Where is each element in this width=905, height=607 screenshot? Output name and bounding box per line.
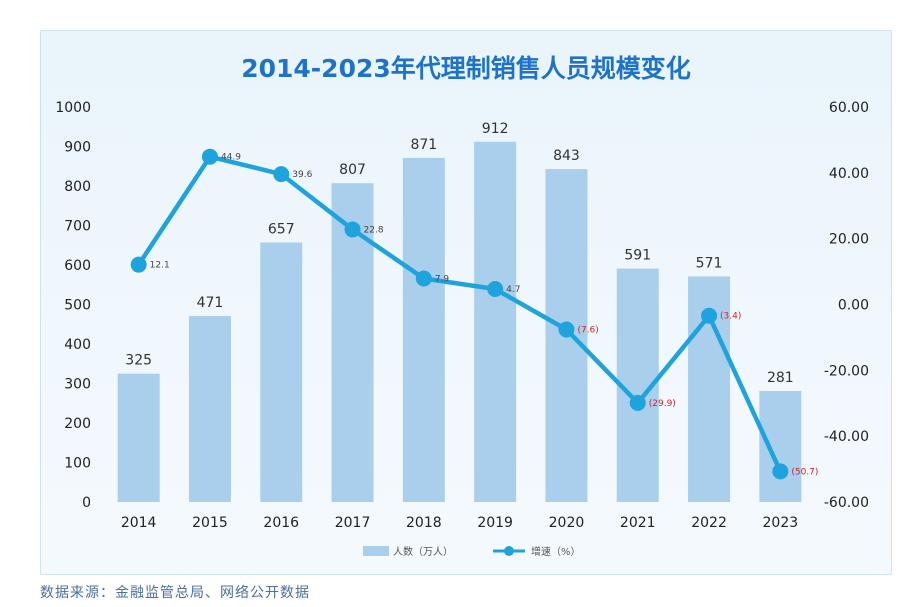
y-right-tick-label: -20.00: [824, 363, 869, 379]
y-right-tick-label: 0.00: [838, 298, 869, 314]
bar-value-label: 325: [125, 353, 152, 369]
legend-swatch-bar: [363, 546, 389, 556]
bar: [117, 373, 160, 502]
x-tick-label: 2016: [263, 515, 299, 531]
growth-value-label: (7.6): [577, 326, 598, 336]
bar-value-label: 591: [624, 248, 651, 264]
growth-point: [701, 307, 718, 324]
chart-title: 2014-2023年代理制销售人员规模变化: [241, 54, 691, 83]
growth-point: [772, 463, 789, 480]
y-left-tick-label: 1000: [55, 100, 91, 116]
legend-label-line: 增速（%）: [531, 545, 581, 558]
growth-value-label: (3.4): [720, 312, 741, 322]
bar-value-label: 657: [268, 221, 295, 237]
bar: [402, 157, 445, 502]
y-left-tick-label: 500: [64, 298, 91, 314]
x-tick-label: 2022: [691, 515, 727, 531]
y-right-tick-label: 60.00: [829, 100, 869, 116]
bar: [260, 242, 303, 503]
y-left-tick-label: 400: [64, 337, 91, 353]
y-left-tick-label: 200: [64, 416, 91, 432]
bar: [188, 315, 231, 502]
x-tick-label: 2015: [192, 515, 228, 531]
growth-point: [629, 394, 646, 411]
bar-value-label: 912: [482, 121, 509, 137]
bar-value-label: 843: [553, 148, 580, 164]
bar-value-label: 471: [197, 295, 224, 311]
y-left-tick-label: 100: [64, 456, 91, 472]
legend-label-bar: 人数（万人）: [393, 545, 453, 558]
bar-value-label: 281: [767, 370, 794, 386]
chart-frame: 2014-2023年代理制销售人员规模变化 0 100 200 300 400 500 600…: [40, 30, 892, 575]
y-right-tick-label: -40.00: [824, 429, 869, 445]
growth-point: [130, 256, 147, 273]
growth-point: [415, 270, 432, 287]
x-tick-label: 2018: [406, 515, 442, 531]
y-left-tick-label: 800: [64, 179, 91, 195]
growth-point: [201, 148, 218, 165]
y-left-tick-label: 700: [64, 219, 91, 235]
growth-value-label: 12.1: [150, 261, 170, 271]
growth-value-label: 4.7: [506, 285, 520, 295]
growth-value-label: 44.9: [221, 153, 241, 163]
growth-point: [344, 221, 361, 238]
x-tick-label: 2017: [335, 515, 371, 531]
growth-point: [558, 321, 575, 338]
y-right-tick-label: -60.00: [824, 495, 869, 511]
growth-value-label: (50.7): [791, 467, 818, 477]
legend-swatch-marker: [504, 546, 514, 556]
growth-value-label: 39.6: [292, 170, 312, 180]
bar-value-label: 571: [696, 255, 723, 271]
x-tick-label: 2019: [477, 515, 513, 531]
x-tick-label: 2021: [620, 515, 656, 531]
growth-value-label: 7.9: [435, 274, 450, 284]
bar-value-label: 871: [410, 137, 437, 153]
growth-value-label: 22.8: [364, 225, 384, 235]
y-left-tick-label: 900: [64, 140, 91, 156]
y-left-tick-label: 600: [64, 258, 91, 274]
y-right-tick-label: 20.00: [829, 232, 869, 248]
bar-value-label: 807: [339, 162, 366, 178]
x-tick-label: 2014: [121, 515, 157, 531]
bar: [474, 141, 517, 502]
growth-value-label: (29.9): [649, 399, 676, 409]
x-tick-label: 2023: [763, 515, 799, 531]
x-tick-label: 2020: [549, 515, 585, 531]
growth-point: [487, 281, 504, 298]
growth-point: [273, 166, 290, 183]
growth-line: [136, 154, 783, 474]
bar: [759, 391, 802, 502]
source-note: 数据来源：金融监管总局、网络公开数据: [40, 585, 310, 601]
y-left-tick-label: 300: [64, 377, 91, 393]
y-left-tick-label: 0: [82, 495, 91, 511]
chart: 2014-2023年代理制销售人员规模变化 0 100 200 300 400 500 600…: [55, 54, 869, 558]
y-right-tick-label: 40.00: [829, 166, 869, 182]
